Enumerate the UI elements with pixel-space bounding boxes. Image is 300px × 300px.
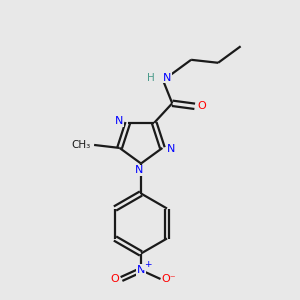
Text: N: N xyxy=(115,116,124,126)
Text: CH₃: CH₃ xyxy=(71,140,91,150)
Text: +: + xyxy=(144,260,152,269)
Text: N: N xyxy=(135,165,144,175)
Text: N: N xyxy=(167,145,175,154)
Text: N: N xyxy=(137,265,145,275)
Text: O: O xyxy=(197,101,206,111)
Text: N: N xyxy=(163,73,171,83)
Text: H: H xyxy=(147,73,155,83)
Text: O⁻: O⁻ xyxy=(162,274,176,284)
Text: O: O xyxy=(110,274,119,284)
